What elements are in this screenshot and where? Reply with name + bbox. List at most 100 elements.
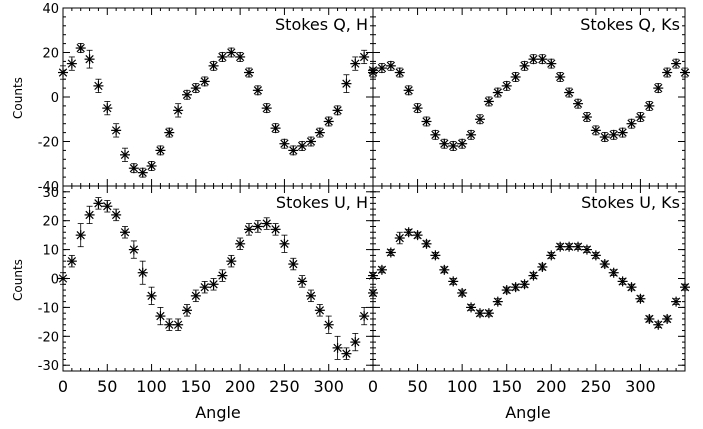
panel-bottom-left-point <box>128 240 139 259</box>
panel-bottom-right-point <box>528 270 539 281</box>
panel-bottom-right-point <box>448 276 459 287</box>
panel-bottom-left-point <box>66 254 77 268</box>
panel-top-left-point <box>323 116 334 127</box>
panel-top-left-point <box>146 160 157 171</box>
panel-bottom-right-xtick-label: 300 <box>625 377 656 396</box>
panel-bottom-left-point <box>252 220 263 233</box>
panel-bottom-right-point <box>581 244 592 255</box>
panel-top-left-point <box>314 127 325 138</box>
panel-top-right-point <box>555 71 566 82</box>
panel-bottom-right-point <box>635 293 646 304</box>
panel-top-left-point <box>84 49 95 69</box>
panel-top-right-point <box>385 60 396 71</box>
panel-bottom-right-xtick-label: 0 <box>368 377 378 396</box>
panel-bottom-right-point <box>617 276 628 287</box>
panel-top-right-point <box>412 103 423 114</box>
panel-bottom-left-point <box>359 307 370 326</box>
panel-top-left-point <box>359 49 370 65</box>
panel-bottom-left-point <box>199 280 210 294</box>
panel-bottom-left-point <box>270 223 281 236</box>
panel-bottom-right-point <box>662 313 673 324</box>
panel-top-left-point <box>270 123 281 134</box>
panel-top-right-point <box>581 112 592 123</box>
panel-top-right-point <box>457 138 468 149</box>
panel-top-right-point <box>644 100 655 111</box>
panel-bottom-left-point <box>182 304 192 317</box>
panel-top-left-frame <box>62 7 374 187</box>
panel-top-left-ytick-label: 0 <box>51 91 59 106</box>
panel-bottom-left-point <box>137 260 148 285</box>
panel-top-left-point <box>102 101 113 116</box>
panel-bottom-left-ytick-label: -30 <box>38 359 59 374</box>
panel-bottom-right-xtick-label: 250 <box>581 377 612 396</box>
panel-top-right-point <box>492 87 503 98</box>
panel-top-left-point <box>226 47 237 58</box>
panel-top-left-ytick-label: -20 <box>38 136 59 151</box>
panel-top-right-point <box>537 54 548 65</box>
panel-bottom-left-point <box>155 307 166 326</box>
panel-bottom-left-point <box>164 318 175 331</box>
panel-top-left-point <box>182 89 192 100</box>
panel-top-left-point <box>190 83 201 94</box>
panel-top-left-point <box>58 65 68 80</box>
panel-top-right-point <box>448 140 459 151</box>
panel-bottom-left-xtick-label: 100 <box>136 377 167 396</box>
panel-bottom-right-point <box>519 279 530 290</box>
panel-top-left-title: Stokes Q, H <box>275 15 368 34</box>
panel-bottom-left-ytick-label: 0 <box>51 273 59 288</box>
panel-top-right-point <box>430 129 441 140</box>
panel-bottom-right-point <box>403 227 414 238</box>
x-axis-label-left: Angle <box>195 403 241 422</box>
panel-top-right-point <box>626 118 637 129</box>
panel-bottom-left-ytick-label: 10 <box>42 244 59 259</box>
panel-top-right-point <box>617 127 628 138</box>
panel-top-right-point <box>439 138 450 149</box>
panel-bottom-right-xtick-label: 200 <box>536 377 567 396</box>
panel-top-left-point <box>341 74 352 93</box>
panel-bottom-left-point <box>217 269 228 282</box>
panel-top-right-point <box>599 132 610 143</box>
panel-top-right-title: Stokes Q, Ks <box>580 15 680 34</box>
panel-bottom-left-point <box>58 272 68 285</box>
panel-bottom-left-point <box>93 197 104 210</box>
panel-top-right-point <box>466 129 477 140</box>
panel-bottom-left-point <box>288 257 299 271</box>
panel-bottom-left-frame <box>62 185 374 372</box>
panel-top-right-point <box>519 60 530 71</box>
panel-bottom-left-point <box>84 205 95 224</box>
panel-bottom-left-point <box>306 289 316 303</box>
panel-bottom-right-point <box>394 231 405 245</box>
panel-bottom-right-point <box>421 238 432 249</box>
panel-top-right-point <box>680 67 690 78</box>
panel-bottom-left-xtick-label: 200 <box>225 377 256 396</box>
panel-bottom-right-point <box>573 241 584 252</box>
panel-bottom-right-point <box>555 241 566 252</box>
panel-bottom-left-point <box>350 333 361 352</box>
panel-top-left-point <box>93 78 104 93</box>
panel-bottom-right-point <box>430 250 441 261</box>
panel-bottom-right-point <box>537 261 548 272</box>
panel-top-left-point <box>75 43 86 54</box>
panel-top-right-point <box>376 63 387 74</box>
panel-bottom-left-xtick-label: 0 <box>58 377 68 396</box>
panel-top-left-point <box>137 167 148 178</box>
panel-top-right-point <box>394 67 405 78</box>
panel-top-right-point <box>662 67 673 78</box>
panel-top-left-point <box>173 103 184 118</box>
panel-top-right-point <box>608 129 619 140</box>
panel-bottom-right-xtick-label: 50 <box>407 377 427 396</box>
panel-bottom-left-point <box>297 275 308 288</box>
panel-top-right-point <box>528 54 539 65</box>
panel-bottom-left-xtick-label: 300 <box>313 377 344 396</box>
panel-bottom-left-ytick-label: -20 <box>38 330 59 345</box>
panel-top-right-frame <box>372 7 686 187</box>
panel-top-left-point <box>235 51 246 62</box>
panel-bottom-left-point <box>279 234 290 253</box>
panel-bottom-right-point <box>608 267 619 278</box>
panel-bottom-right-point <box>510 282 521 293</box>
panel-top-left-point <box>217 51 228 62</box>
panel-top-right-point <box>403 85 414 96</box>
panel-bottom-right-xtick-label: 150 <box>491 377 522 396</box>
panel-bottom-right-point <box>590 250 601 261</box>
